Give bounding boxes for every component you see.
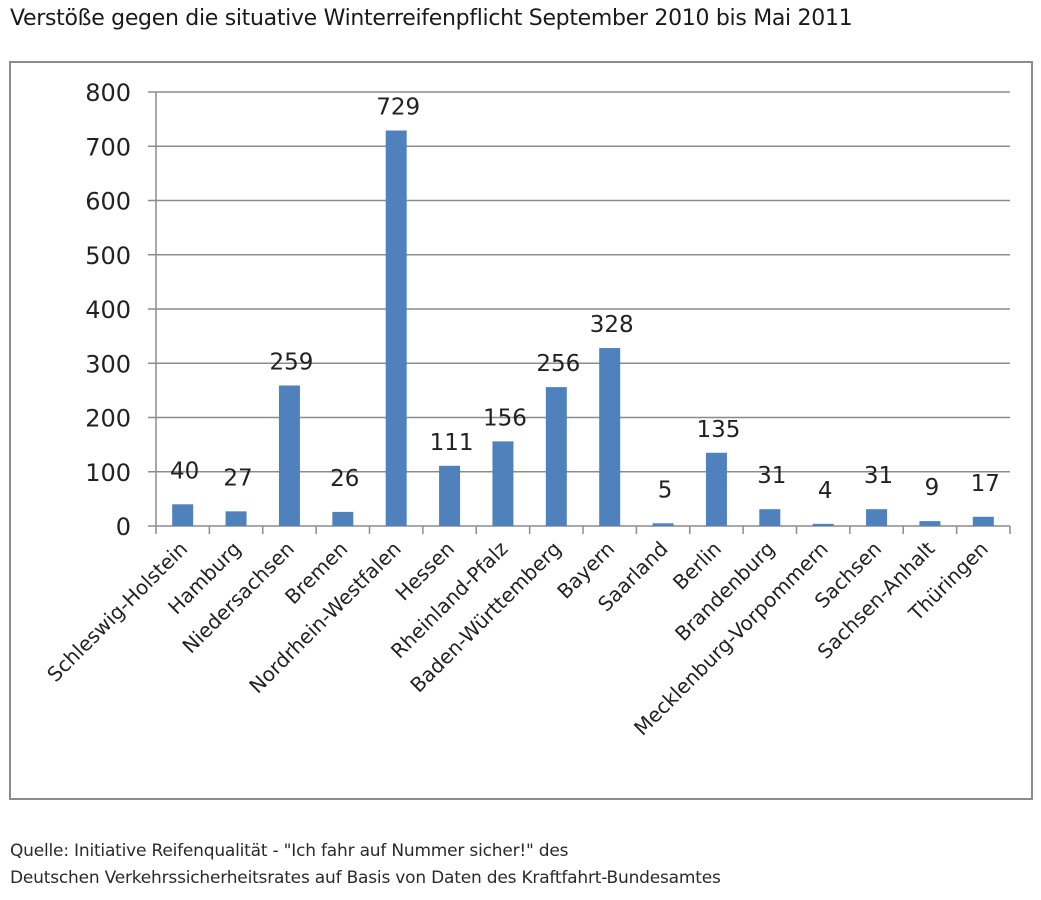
data-label: 27 (223, 465, 252, 491)
bar (385, 130, 407, 526)
x-tick-label: Schleswig-Holstein (42, 537, 192, 687)
y-tick-label: 700 (85, 133, 131, 161)
y-tick-label: 0 (116, 513, 131, 541)
data-label: 729 (376, 95, 420, 121)
source-line-2: Deutschen Verkehrssicherheitsrates auf B… (10, 868, 721, 888)
x-axis (148, 525, 1011, 534)
source-note: Quelle: Initiative Reifenqualität - "Ich… (10, 838, 721, 892)
bar (278, 385, 300, 526)
bar (652, 523, 674, 526)
data-label: 4 (818, 478, 833, 504)
data-label: 40 (170, 458, 199, 484)
bar (705, 452, 727, 526)
y-tick-label: 100 (85, 459, 131, 487)
chart-title: Verstöße gegen die situative Winterreife… (10, 6, 853, 31)
bars (172, 130, 994, 526)
bar (972, 516, 994, 526)
bar (866, 509, 888, 526)
bar (172, 504, 194, 526)
data-labels: 40 27 259 26 729 111 156 256 328 5 135 31 4 31 9 17 (170, 95, 1000, 504)
bar (599, 348, 621, 526)
gridlines (148, 91, 1010, 473)
data-label: 5 (658, 477, 673, 503)
y-tick-label: 200 (85, 405, 131, 433)
y-tick-label: 400 (85, 296, 131, 324)
data-label: 31 (757, 463, 786, 489)
data-label: 26 (330, 466, 359, 492)
bar (332, 511, 354, 526)
source-line-1: Quelle: Initiative Reifenqualität - "Ich… (10, 841, 569, 861)
data-label: 328 (590, 312, 634, 338)
y-tick-label: 800 (85, 79, 131, 107)
x-tick-labels: Schleswig-HolsteinHamburgNiedersachsenBr… (42, 536, 993, 740)
data-label: 259 (269, 349, 313, 375)
data-label: 9 (925, 475, 940, 501)
bar (759, 509, 781, 526)
y-axis: 0 100 200 300 400 500 600 700 800 (85, 79, 157, 541)
data-label: 256 (536, 351, 580, 377)
bar (919, 521, 941, 526)
bar (225, 511, 247, 526)
y-tick-label: 600 (85, 188, 131, 216)
data-label: 31 (864, 463, 893, 489)
data-label: 135 (696, 417, 740, 443)
bar (439, 465, 461, 526)
chart-frame (9, 61, 1033, 800)
bar (812, 523, 834, 526)
data-label: 111 (430, 430, 474, 456)
y-tick-label: 300 (85, 350, 131, 378)
data-label: 156 (483, 405, 527, 431)
bar (492, 441, 514, 526)
data-label: 17 (971, 471, 1000, 497)
y-tick-label: 500 (85, 242, 131, 270)
bar-chart: 0 100 200 300 400 500 600 700 800 40 27 259 26 729 11… (42, 79, 1011, 740)
bar (545, 387, 567, 526)
